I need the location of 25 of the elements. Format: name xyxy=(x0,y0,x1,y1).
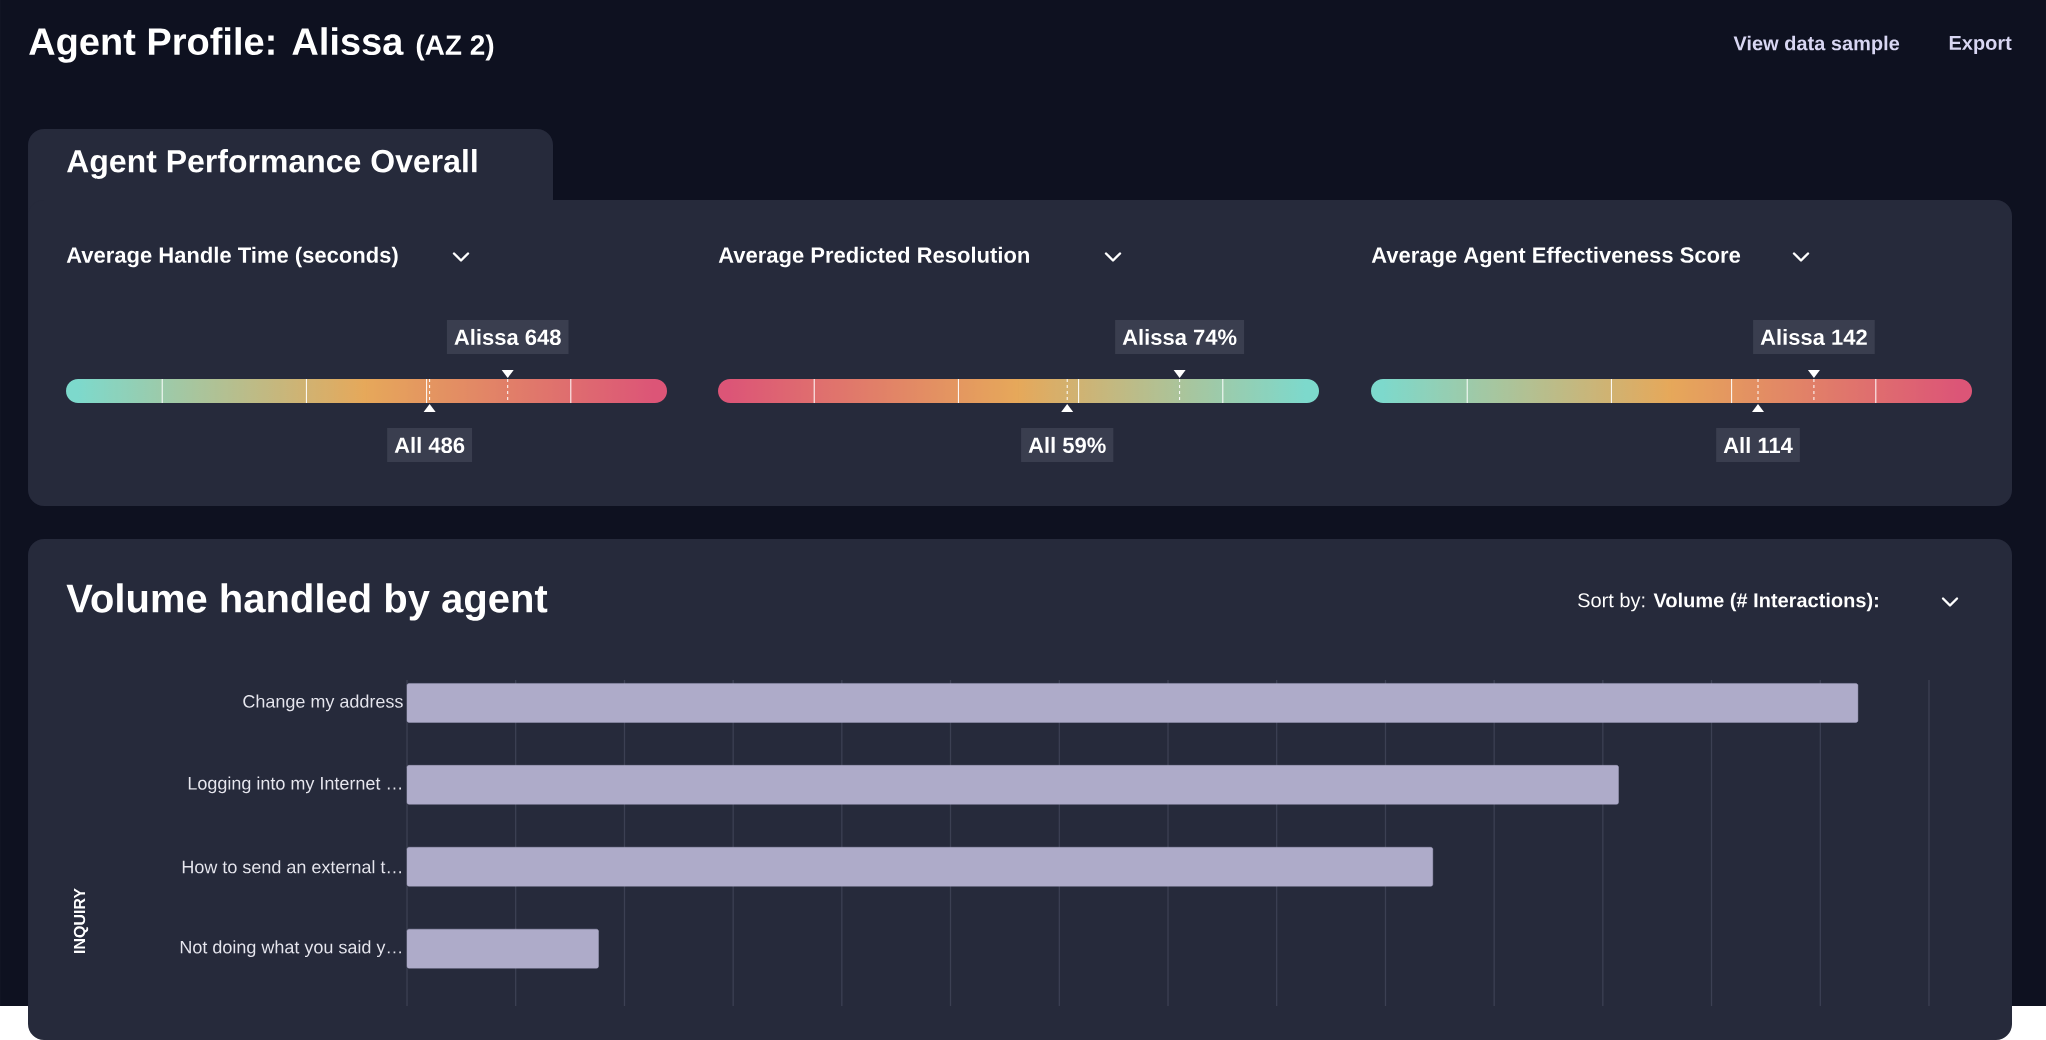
text: Alissa 74% xyxy=(1122,328,1237,346)
text: Export xyxy=(1949,36,2012,54)
text: Agent Profile: Alissa xyxy=(29,27,404,63)
text: View data sample xyxy=(1733,35,1900,55)
text: All 486 xyxy=(394,436,465,454)
y-tick-label: Change my address xyxy=(243,694,403,712)
bar xyxy=(406,683,1859,723)
y-axis-title: INQUIRY xyxy=(73,888,89,953)
y-tick-label: Not doing what you said y… xyxy=(180,940,401,958)
text: Agent Performance Overall xyxy=(67,149,477,179)
text: Average Predicted Resolution xyxy=(718,246,1029,268)
text: Alissa 648 xyxy=(454,328,561,346)
bar xyxy=(406,847,1433,887)
text: (AZ 2) xyxy=(416,34,494,61)
text: Average Agent Effectiveness Score xyxy=(1371,246,1741,268)
text: Alissa 142 xyxy=(1760,328,1867,346)
text: All 114 xyxy=(1723,437,1793,453)
text: All 59% xyxy=(1028,436,1106,454)
chart-title: Volume handled by agent xyxy=(66,583,548,621)
y-tick-label: How to send an external t… xyxy=(182,860,401,874)
text: Average Handle Time (seconds) xyxy=(66,246,398,268)
bar xyxy=(406,928,599,969)
text: Sort by: Volume (# Interactions): xyxy=(1578,592,1878,612)
bar xyxy=(406,765,1619,805)
y-tick-label: Logging into my Internet … xyxy=(188,776,401,794)
